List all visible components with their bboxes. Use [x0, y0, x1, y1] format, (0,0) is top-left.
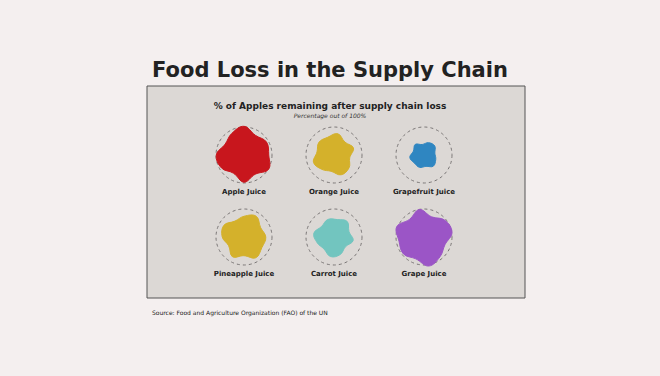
svg-text:Food Loss in the Supply Chain: Food Loss in the Supply Chain	[152, 58, 508, 82]
svg-text:Grape Juice: Grape Juice	[401, 270, 446, 278]
svg-text:% of Apples remaining after su: % of Apples remaining after supply chain…	[214, 101, 447, 111]
svg-text:Carrot Juice: Carrot Juice	[311, 270, 357, 278]
svg-text:Orange Juice: Orange Juice	[309, 188, 359, 196]
svg-text:Pineapple Juice: Pineapple Juice	[214, 270, 275, 278]
svg-text:Apple Juice: Apple Juice	[222, 188, 266, 196]
svg-text:Source: Food and Agriculture O: Source: Food and Agriculture Organizatio…	[152, 309, 328, 317]
svg-text:Percentage out of 100%: Percentage out of 100%	[294, 112, 367, 120]
svg-text:Grapefruit Juice: Grapefruit Juice	[393, 188, 455, 196]
